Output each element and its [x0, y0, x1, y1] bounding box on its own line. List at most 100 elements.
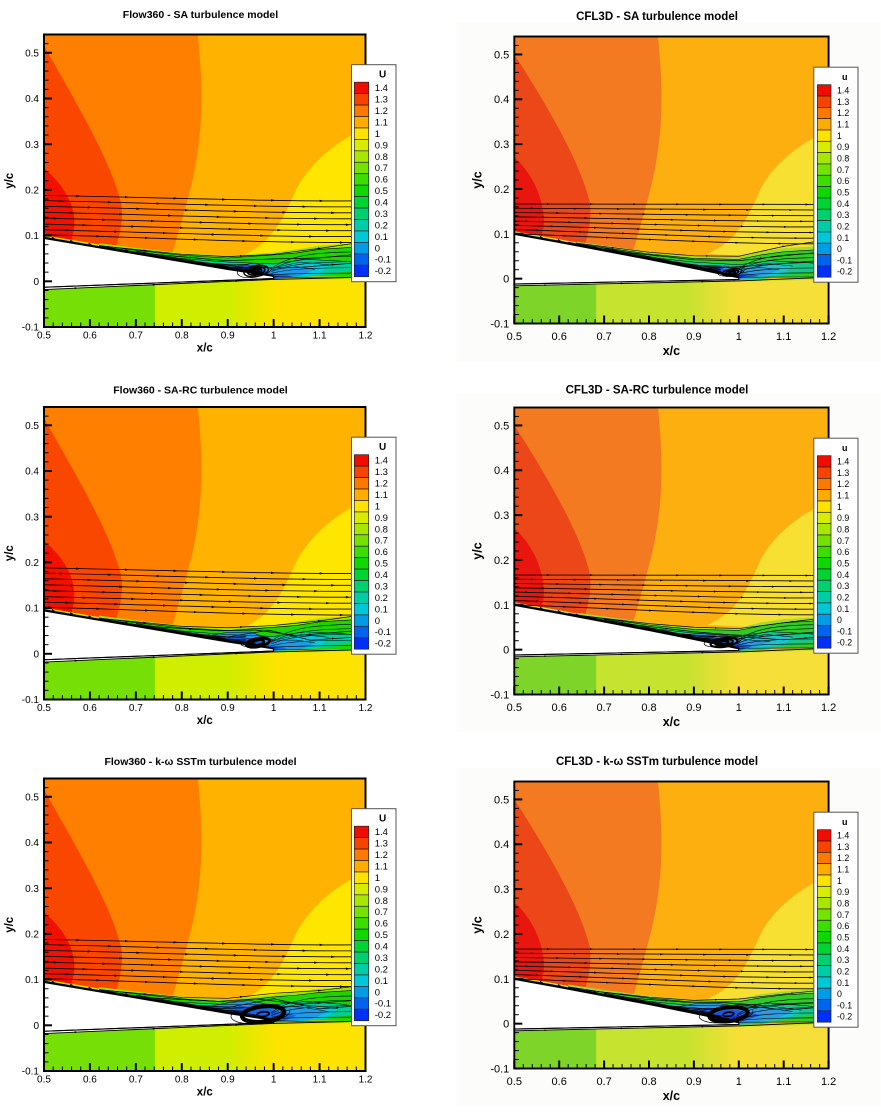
svg-text:0.1: 0.1 — [837, 978, 849, 988]
svg-text:0: 0 — [33, 1021, 39, 1032]
svg-text:0.6: 0.6 — [837, 547, 849, 557]
svg-text:1.4: 1.4 — [375, 83, 388, 94]
svg-text:0.4: 0.4 — [494, 465, 509, 477]
svg-text:1.3: 1.3 — [375, 467, 388, 478]
svg-text:1.1: 1.1 — [313, 331, 327, 342]
svg-text:0.2: 0.2 — [25, 185, 39, 196]
svg-text:0.3: 0.3 — [25, 512, 39, 523]
svg-text:1.1: 1.1 — [837, 865, 849, 875]
svg-text:0.9: 0.9 — [221, 703, 235, 714]
svg-text:0.8: 0.8 — [837, 154, 849, 164]
svg-text:0.2: 0.2 — [837, 221, 849, 231]
svg-text:0.5: 0.5 — [375, 186, 388, 197]
svg-text:0.5: 0.5 — [25, 792, 39, 803]
svg-text:0.9: 0.9 — [375, 140, 388, 151]
svg-text:CFL3D - SA-RC turbulence model: CFL3D - SA-RC turbulence model — [566, 385, 749, 397]
svg-text:1: 1 — [736, 331, 742, 343]
svg-text:0.6: 0.6 — [375, 175, 388, 186]
svg-text:0.1: 0.1 — [25, 604, 39, 615]
svg-text:0.5: 0.5 — [25, 421, 39, 432]
svg-text:y/c: y/c — [4, 916, 16, 933]
svg-text:0.5: 0.5 — [375, 930, 388, 941]
svg-text:0.5: 0.5 — [37, 1075, 51, 1086]
svg-text:0.6: 0.6 — [83, 1075, 97, 1086]
svg-text:y/c: y/c — [4, 172, 16, 189]
svg-text:1.3: 1.3 — [837, 97, 849, 107]
svg-text:0.9: 0.9 — [375, 513, 388, 524]
svg-text:0.9: 0.9 — [686, 331, 701, 343]
svg-text:1.1: 1.1 — [837, 491, 849, 501]
svg-text:0.3: 0.3 — [494, 884, 509, 896]
svg-text:1.1: 1.1 — [313, 1075, 327, 1086]
svg-text:0: 0 — [503, 1019, 509, 1031]
svg-text:0.6: 0.6 — [552, 702, 567, 714]
svg-text:0.1: 0.1 — [494, 974, 509, 986]
svg-text:1: 1 — [375, 129, 380, 140]
svg-text:1: 1 — [736, 1076, 742, 1088]
svg-text:0.1: 0.1 — [375, 604, 388, 615]
svg-text:0.2: 0.2 — [25, 558, 39, 569]
svg-text:0.2: 0.2 — [375, 593, 388, 604]
svg-text:0.1: 0.1 — [837, 233, 849, 243]
svg-text:0.9: 0.9 — [837, 887, 849, 897]
svg-text:0.7: 0.7 — [596, 702, 611, 714]
svg-text:1.2: 1.2 — [375, 850, 388, 861]
svg-text:0.3: 0.3 — [375, 581, 388, 592]
svg-text:0.6: 0.6 — [83, 703, 97, 714]
svg-text:0.8: 0.8 — [375, 152, 388, 163]
svg-text:0.5: 0.5 — [837, 187, 849, 197]
svg-text:1.4: 1.4 — [837, 457, 849, 467]
svg-text:0.7: 0.7 — [375, 163, 388, 174]
svg-text:1.2: 1.2 — [359, 331, 373, 342]
svg-text:x/c: x/c — [663, 1089, 680, 1103]
svg-text:0.9: 0.9 — [375, 884, 388, 895]
svg-text:0.3: 0.3 — [375, 953, 388, 964]
svg-text:x/c: x/c — [663, 715, 680, 729]
svg-text:1.4: 1.4 — [837, 86, 849, 96]
svg-text:-0.2: -0.2 — [375, 639, 391, 650]
svg-text:0.9: 0.9 — [686, 1076, 701, 1088]
svg-text:0: 0 — [33, 277, 39, 288]
svg-text:0.5: 0.5 — [37, 331, 51, 342]
svg-text:1: 1 — [837, 876, 842, 886]
svg-text:0: 0 — [375, 616, 380, 627]
svg-text:1: 1 — [271, 703, 277, 714]
svg-text:0.7: 0.7 — [129, 331, 143, 342]
svg-text:-0.1: -0.1 — [375, 999, 391, 1010]
svg-text:0.9: 0.9 — [686, 702, 701, 714]
svg-text:1.1: 1.1 — [776, 1076, 791, 1088]
svg-text:0.5: 0.5 — [494, 794, 509, 806]
svg-text:0.1: 0.1 — [494, 600, 509, 612]
svg-text:Flow360 - k-ω SSTm turbulence: Flow360 - k-ω SSTm turbulence model — [104, 756, 296, 768]
svg-text:0: 0 — [33, 649, 39, 660]
svg-text:-0.2: -0.2 — [375, 266, 391, 277]
svg-text:u: u — [842, 443, 848, 453]
svg-text:-0.2: -0.2 — [375, 1010, 391, 1021]
svg-text:0.1: 0.1 — [25, 231, 39, 242]
svg-text:-0.1: -0.1 — [837, 1000, 852, 1010]
svg-text:0.3: 0.3 — [25, 884, 39, 895]
svg-text:x/c: x/c — [663, 344, 680, 358]
svg-text:-0.2: -0.2 — [837, 1012, 852, 1022]
svg-text:-0.1: -0.1 — [490, 1063, 509, 1075]
svg-text:0.2: 0.2 — [25, 929, 39, 940]
svg-text:1.2: 1.2 — [837, 108, 849, 118]
svg-text:1.4: 1.4 — [375, 827, 388, 838]
svg-text:-0.2: -0.2 — [837, 267, 852, 277]
svg-text:1.2: 1.2 — [359, 1075, 373, 1086]
svg-text:0.6: 0.6 — [837, 176, 849, 186]
svg-text:0.2: 0.2 — [494, 555, 509, 567]
svg-text:1.1: 1.1 — [375, 117, 388, 128]
svg-text:0: 0 — [375, 243, 380, 254]
svg-text:0.4: 0.4 — [25, 467, 39, 478]
svg-text:-0.1: -0.1 — [490, 689, 509, 701]
svg-text:0.3: 0.3 — [375, 209, 388, 220]
svg-text:0.9: 0.9 — [221, 331, 235, 342]
svg-text:1.2: 1.2 — [821, 1076, 836, 1088]
svg-text:-0.1: -0.1 — [837, 626, 852, 636]
svg-text:0.2: 0.2 — [494, 184, 509, 196]
svg-text:1.1: 1.1 — [375, 861, 388, 872]
svg-text:1.2: 1.2 — [375, 479, 388, 490]
svg-text:1: 1 — [736, 702, 742, 714]
svg-text:0.5: 0.5 — [375, 559, 388, 570]
